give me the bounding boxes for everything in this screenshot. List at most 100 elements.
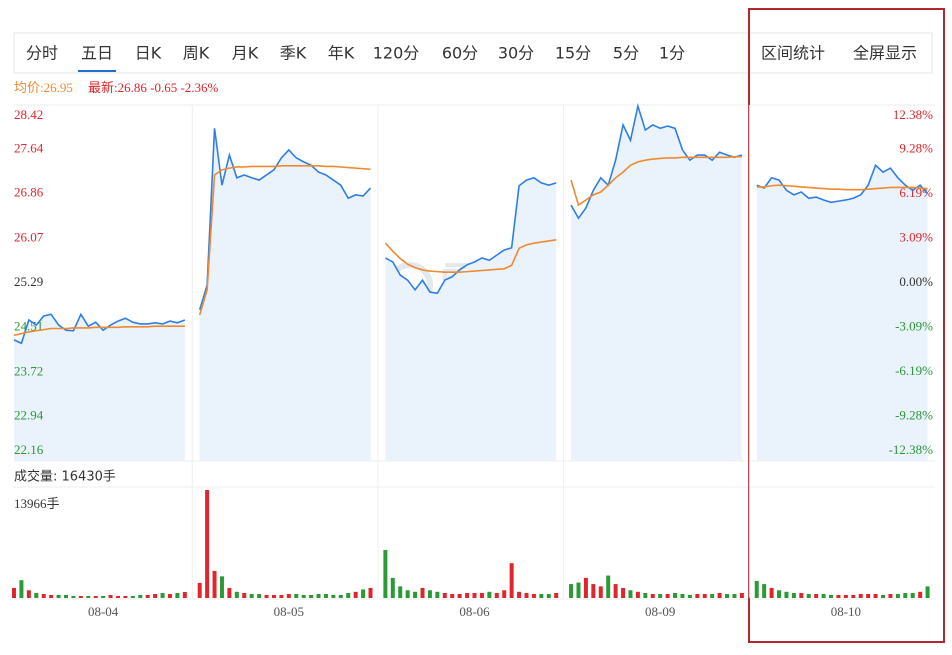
volume-bar xyxy=(249,593,254,598)
y2-tick-label: 9.28% xyxy=(899,141,933,156)
y-tick-label: 25.29 xyxy=(14,274,43,289)
volume-bar xyxy=(531,593,536,598)
volume-bar xyxy=(86,595,91,598)
volume-bar xyxy=(390,577,395,598)
volume-bar xyxy=(56,594,61,598)
tab[interactable]: 15分 xyxy=(555,44,591,63)
tab-bar xyxy=(13,32,933,74)
y2-tick-label: -3.09% xyxy=(895,318,933,333)
volume-bar xyxy=(271,594,276,598)
volume-bar xyxy=(576,582,581,598)
volume-bar xyxy=(725,593,730,598)
tab[interactable]: 1分 xyxy=(659,44,685,63)
volume-bar xyxy=(569,584,574,598)
volume-bar xyxy=(628,590,633,598)
volume-bar xyxy=(286,593,291,598)
tab[interactable]: 5分 xyxy=(613,44,639,63)
volume-bar xyxy=(427,590,432,598)
volume-bar xyxy=(361,589,366,598)
volume-bar xyxy=(413,591,418,598)
volume-bar xyxy=(925,586,930,598)
volume-bar xyxy=(836,594,841,598)
volume-bar xyxy=(442,592,447,598)
volume-bar xyxy=(338,594,343,598)
y-tick-label: 23.72 xyxy=(14,363,43,378)
volume-bar xyxy=(294,593,299,598)
volume-bar xyxy=(829,594,834,598)
volume-bar xyxy=(346,592,351,598)
volume-bar xyxy=(821,593,826,598)
volume-bar xyxy=(316,593,321,598)
volume-bar xyxy=(799,592,804,598)
y-tick-label: 26.86 xyxy=(14,185,44,200)
volume-bar xyxy=(777,590,782,598)
volume-bar xyxy=(910,592,915,598)
volume-bar xyxy=(49,594,54,598)
volume-bar xyxy=(450,593,455,598)
volume-tick-label: 13966手 xyxy=(14,496,60,511)
volume-bar xyxy=(153,593,158,598)
volume-bar xyxy=(487,591,492,598)
volume-bar xyxy=(242,592,247,598)
y2-tick-label: 0.00% xyxy=(899,274,933,289)
volume-bar xyxy=(398,586,403,598)
volume-bar xyxy=(479,592,484,598)
y-tick-label: 24.51 xyxy=(14,318,43,333)
volume-bar xyxy=(175,592,180,598)
volume-bar xyxy=(368,587,373,598)
volume-bar xyxy=(621,587,626,598)
tab[interactable]: 月K xyxy=(232,44,259,63)
action-button[interactable]: 区间统计 xyxy=(761,44,825,63)
volume-bar xyxy=(739,592,744,598)
volume-bar xyxy=(115,595,120,598)
volume-bar xyxy=(895,593,900,598)
y-tick-label: 22.16 xyxy=(14,442,44,457)
volume-bar xyxy=(732,593,737,598)
volume-bar xyxy=(34,592,39,598)
volume-bar xyxy=(650,593,655,598)
tab[interactable]: 30分 xyxy=(498,44,534,63)
tab[interactable]: 60分 xyxy=(442,44,478,63)
x-tick-label: 08-04 xyxy=(88,604,119,619)
tab[interactable]: 周K xyxy=(183,44,210,63)
volume-bar xyxy=(613,584,618,598)
volume-bar xyxy=(851,594,856,598)
volume-bar xyxy=(41,593,46,598)
volume-bar xyxy=(331,594,336,598)
volume-bar xyxy=(791,592,796,598)
volume-bar xyxy=(881,594,886,598)
action-button[interactable]: 全屏显示 xyxy=(853,44,917,63)
volume-bar xyxy=(858,593,863,598)
volume-bar xyxy=(665,593,670,598)
volume-bar xyxy=(806,593,811,598)
x-tick-label: 08-06 xyxy=(459,604,490,619)
volume-bar xyxy=(264,594,269,598)
volume-bar xyxy=(546,593,551,598)
tab[interactable]: 季K xyxy=(280,44,307,63)
tab[interactable]: 年K xyxy=(328,44,355,63)
volume-bar xyxy=(687,594,692,598)
volume-bar xyxy=(903,592,908,598)
volume-bar xyxy=(465,592,470,598)
y2-tick-label: 12.38% xyxy=(893,107,933,122)
volume-bar xyxy=(702,593,707,598)
y2-tick-label: -9.28% xyxy=(895,407,933,422)
volume-bar xyxy=(197,582,202,598)
volume-bar xyxy=(635,591,640,598)
volume-bar xyxy=(866,593,871,598)
volume-bar xyxy=(754,580,759,598)
tab[interactable]: 日K xyxy=(135,44,162,63)
volume-bar xyxy=(873,593,878,598)
tab[interactable]: 120分 xyxy=(373,44,420,63)
volume-bar xyxy=(123,595,128,598)
volume-bar xyxy=(301,594,306,598)
tab[interactable]: 分时 xyxy=(26,44,58,63)
volume-bar xyxy=(257,593,262,598)
volume-bar xyxy=(138,594,143,598)
y-tick-label: 26.07 xyxy=(14,230,44,245)
volume-bar xyxy=(12,587,16,598)
tab[interactable]: 五日 xyxy=(81,44,113,63)
volume-bar xyxy=(353,591,358,598)
volume-bar xyxy=(784,591,789,598)
volume-bar xyxy=(279,594,284,598)
